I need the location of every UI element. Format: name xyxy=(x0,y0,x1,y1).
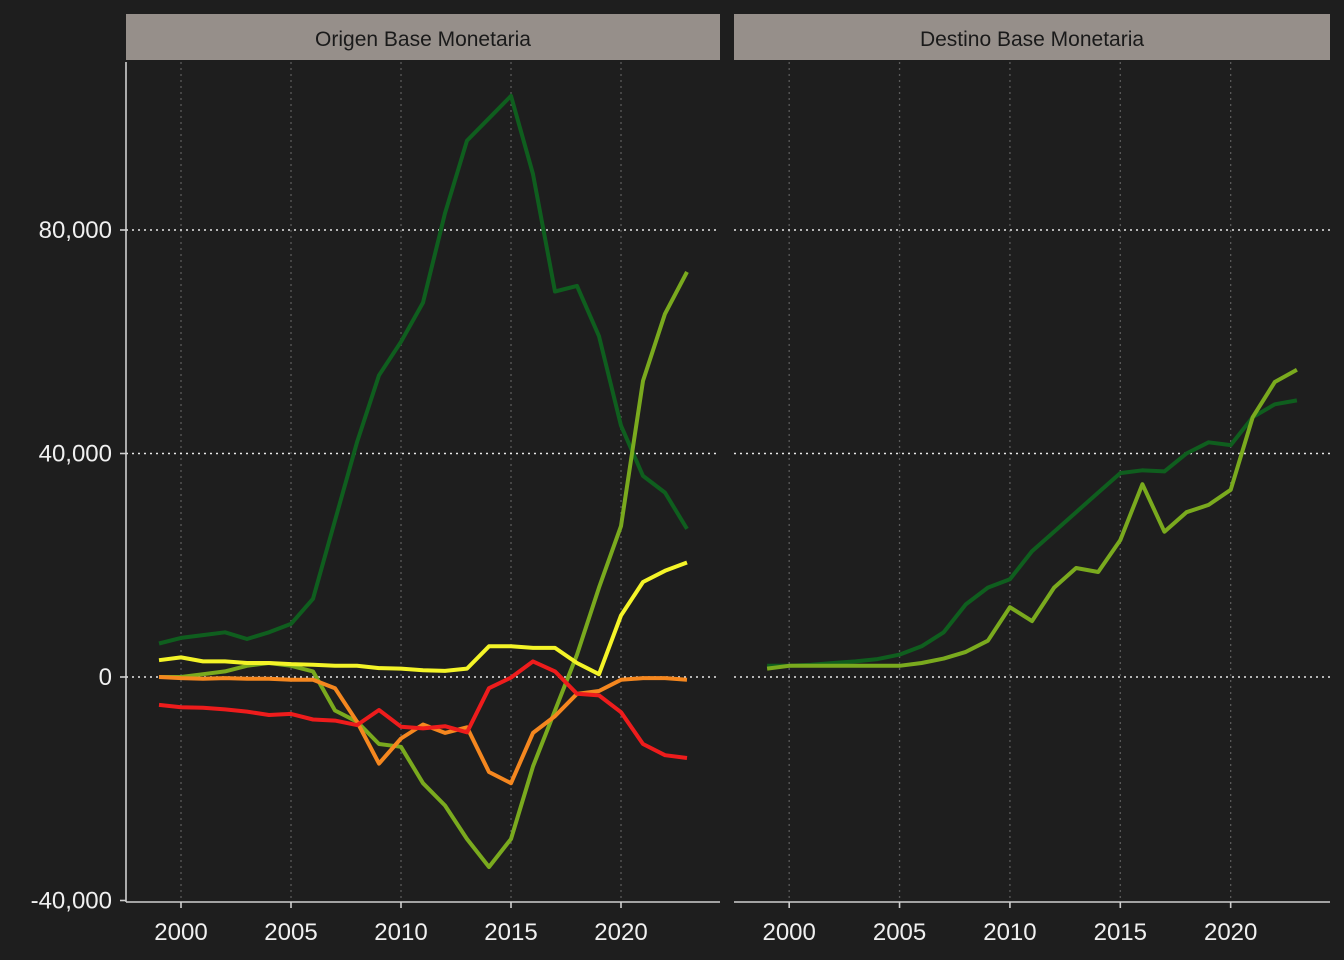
y-tick-label: 80,000 xyxy=(39,217,112,244)
series-line-2 xyxy=(766,367,1298,671)
x-tick-label: 2005 xyxy=(873,919,926,946)
series-line-5 xyxy=(158,659,688,760)
x-tick-label: 2010 xyxy=(374,919,427,946)
x-tick-label: 2015 xyxy=(1094,919,1147,946)
panel-origen: Origen Base Monetaria 2000 2005 2010 2015 20… xyxy=(126,14,720,946)
panel-origen-x-axis: 2000 2005 2010 2015 2020 xyxy=(126,901,720,946)
series-line-3 xyxy=(158,560,688,677)
y-tick-label: -40,000 xyxy=(31,888,112,915)
series-line-2 xyxy=(159,270,689,869)
panel-origen-series xyxy=(158,93,689,869)
panel-destino: Destino Base Monetaria 2000 2005 2010 2015 2… xyxy=(734,14,1330,946)
x-tick-label: 2020 xyxy=(1204,919,1257,946)
x-tick-label: 2010 xyxy=(983,919,1036,946)
strip-label-origen: Origen Base Monetaria xyxy=(315,28,531,51)
x-tick-label: 2015 xyxy=(484,919,537,946)
x-tick-label: 2000 xyxy=(762,919,815,946)
x-tick-label: 2005 xyxy=(264,919,317,946)
series-line-1 xyxy=(767,398,1298,668)
panel-destino-series xyxy=(766,367,1298,671)
y-tick-label: 0 xyxy=(99,664,112,691)
series-line-1 xyxy=(158,93,689,646)
x-tick-label: 2000 xyxy=(154,919,207,946)
y-tick-label: 40,000 xyxy=(39,441,112,468)
panel-destino-grid xyxy=(734,62,1330,902)
strip-label-destino: Destino Base Monetaria xyxy=(920,28,1144,51)
x-tick-label: 2020 xyxy=(594,919,647,946)
panel-destino-x-axis: 2000 2005 2010 2015 2020 xyxy=(734,901,1330,946)
y-axis: -40,000 0 40,000 80,000 xyxy=(31,62,127,915)
strip-origen xyxy=(126,14,720,60)
series-line-4 xyxy=(158,675,688,786)
strip-destino xyxy=(734,14,1330,60)
panel-origen-grid xyxy=(126,62,720,902)
